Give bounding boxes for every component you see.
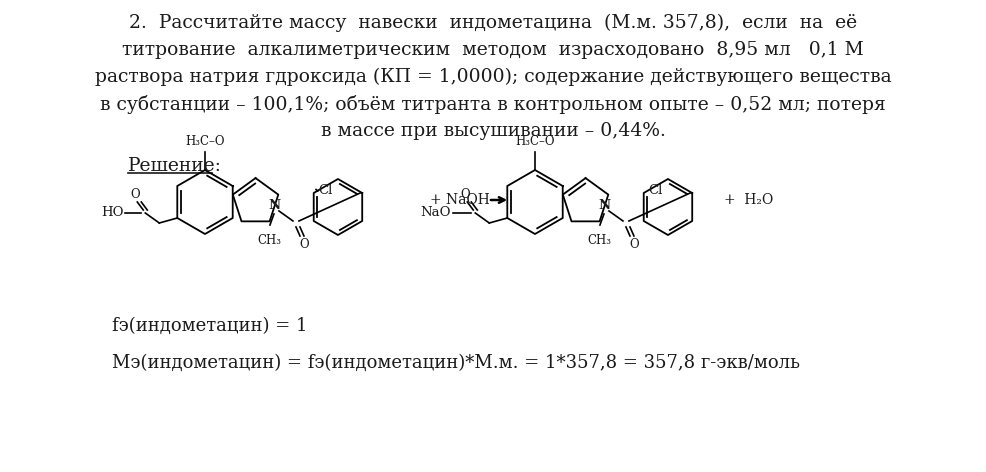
Text: Cl: Cl bbox=[649, 185, 664, 197]
Text: раствора натрия гдроксида (КП = 1,0000); содержание действующего вещества: раствора натрия гдроксида (КП = 1,0000);… bbox=[95, 68, 891, 86]
Text: в субстанции – 100,1%; объём титранта в контрольном опыте – 0,52 мл; потеря: в субстанции – 100,1%; объём титранта в … bbox=[101, 95, 885, 114]
Text: O: O bbox=[130, 188, 140, 201]
Text: NaO: NaO bbox=[421, 207, 452, 219]
Text: O: O bbox=[299, 238, 309, 251]
Text: +  H₂O: + H₂O bbox=[724, 193, 773, 207]
Text: HO: HO bbox=[101, 207, 123, 219]
Text: + NaOH: + NaOH bbox=[430, 193, 490, 207]
Text: N: N bbox=[268, 200, 280, 212]
Text: CH₃: CH₃ bbox=[257, 234, 281, 247]
Text: N: N bbox=[598, 200, 610, 212]
Text: 2.  Рассчитайте массу  навески  индометацина  (М.м. 357,8),  если  на  её: 2. Рассчитайте массу навески индометацин… bbox=[129, 14, 857, 32]
Text: H₃C–O: H₃C–O bbox=[185, 135, 225, 148]
Text: O: O bbox=[460, 188, 470, 201]
Text: титрование  алкалиметрическим  методом  израсходовано  8,95 мл   0,1 М: титрование алкалиметрическим методом изр… bbox=[122, 41, 864, 59]
Text: O: O bbox=[629, 238, 639, 251]
Text: fэ(индометацин) = 1: fэ(индометацин) = 1 bbox=[112, 317, 308, 335]
Text: CH₃: CH₃ bbox=[587, 234, 611, 247]
Text: Мэ(индометацин) = fэ(индометацин)*М.м. = 1*357,8 = 357,8 г-экв/моль: Мэ(индометацин) = fэ(индометацин)*М.м. =… bbox=[112, 354, 800, 372]
Text: Решение:: Решение: bbox=[128, 157, 222, 175]
Text: H₃C–O: H₃C–O bbox=[516, 135, 555, 148]
Text: в массе при высушивании – 0,44%.: в массе при высушивании – 0,44%. bbox=[320, 122, 666, 140]
Text: Cl: Cl bbox=[318, 185, 333, 197]
